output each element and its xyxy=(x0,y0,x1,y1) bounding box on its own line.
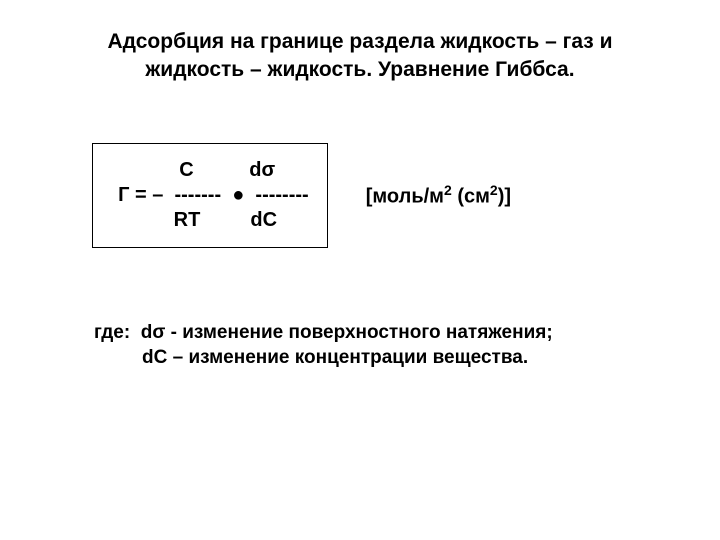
units-sup2: 2 xyxy=(490,182,498,198)
units-suffix: )] xyxy=(498,186,511,208)
legend-where: где: xyxy=(94,322,130,343)
legend-dsigma-text: - изменение поверхностного натяжения; xyxy=(165,322,552,343)
eq-row3: RT dC xyxy=(107,209,277,231)
legend-dc-line: dC – изменение концентрации вещества. xyxy=(142,347,528,368)
equation-box: C dσ Г = – ------- ● -------- RT dC xyxy=(92,143,328,248)
legend-block: где: dσ - изменение поверхностного натяж… xyxy=(94,320,672,371)
eq-row2: Г = – ------- ● -------- xyxy=(107,184,309,206)
units-sup1: 2 xyxy=(444,182,452,198)
legend-dsigma-symbol: dσ xyxy=(141,322,166,343)
eq-row1: C dσ xyxy=(107,159,275,181)
units-mid: (см xyxy=(452,186,490,208)
equation-text: C dσ Г = – ------- ● -------- RT dC xyxy=(107,158,309,233)
slide-title: Адсорбция на границе раздела жидкость – … xyxy=(48,28,672,85)
units-prefix: [моль/м xyxy=(366,186,444,208)
title-line-1: Адсорбция на границе раздела жидкость – … xyxy=(108,30,613,53)
title-line-2: жидкость – жидкость. Уравнение Гиббса. xyxy=(145,58,574,81)
units-label: [моль/м2 (см2)] xyxy=(366,182,511,209)
equation-row: C dσ Г = – ------- ● -------- RT dC [мол… xyxy=(92,143,672,248)
